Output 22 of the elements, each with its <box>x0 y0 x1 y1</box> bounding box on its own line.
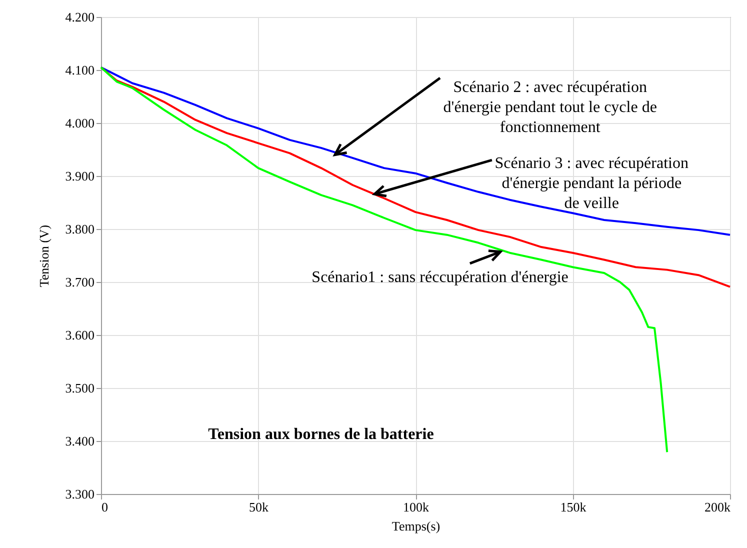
y-axis-title: Tension (V) <box>36 224 52 288</box>
y-tick-label: 3.900 <box>65 168 94 184</box>
y-tick-label: 4.100 <box>65 62 94 78</box>
x-tick-label: 0 <box>102 500 108 514</box>
x-tick-label: 200k <box>704 500 731 514</box>
y-tick-label: 4.200 <box>65 10 94 24</box>
annotation: Scénario1 : sans réccupération d'énergie <box>312 269 568 286</box>
y-tick-label: 3.700 <box>65 274 94 290</box>
y-tick-label: 3.500 <box>65 380 94 396</box>
x-axis-title: Temps(s) <box>392 518 440 534</box>
annotation: Scénario 2 : avec récupération d'énergie pendant tout le cycle de fonctionnement <box>443 78 657 136</box>
annotation: Tension aux bornes de la batterie <box>208 426 434 443</box>
annotation: Scénario 3 : avec récupération d'énergie pendant la période de veille <box>494 154 688 212</box>
x-tick-label: 50k <box>249 500 269 514</box>
y-tick-label: 3.800 <box>65 222 94 236</box>
y-tick-label: 4.000 <box>65 116 94 130</box>
y-tick-label: 3.400 <box>65 434 94 448</box>
line-series <box>100 66 731 236</box>
x-tick-label: 100k <box>403 500 430 514</box>
y-tick-label: 3.300 <box>65 486 94 502</box>
x-tick-label: 150k <box>560 500 587 514</box>
y-tick-label: 3.600 <box>65 328 94 342</box>
